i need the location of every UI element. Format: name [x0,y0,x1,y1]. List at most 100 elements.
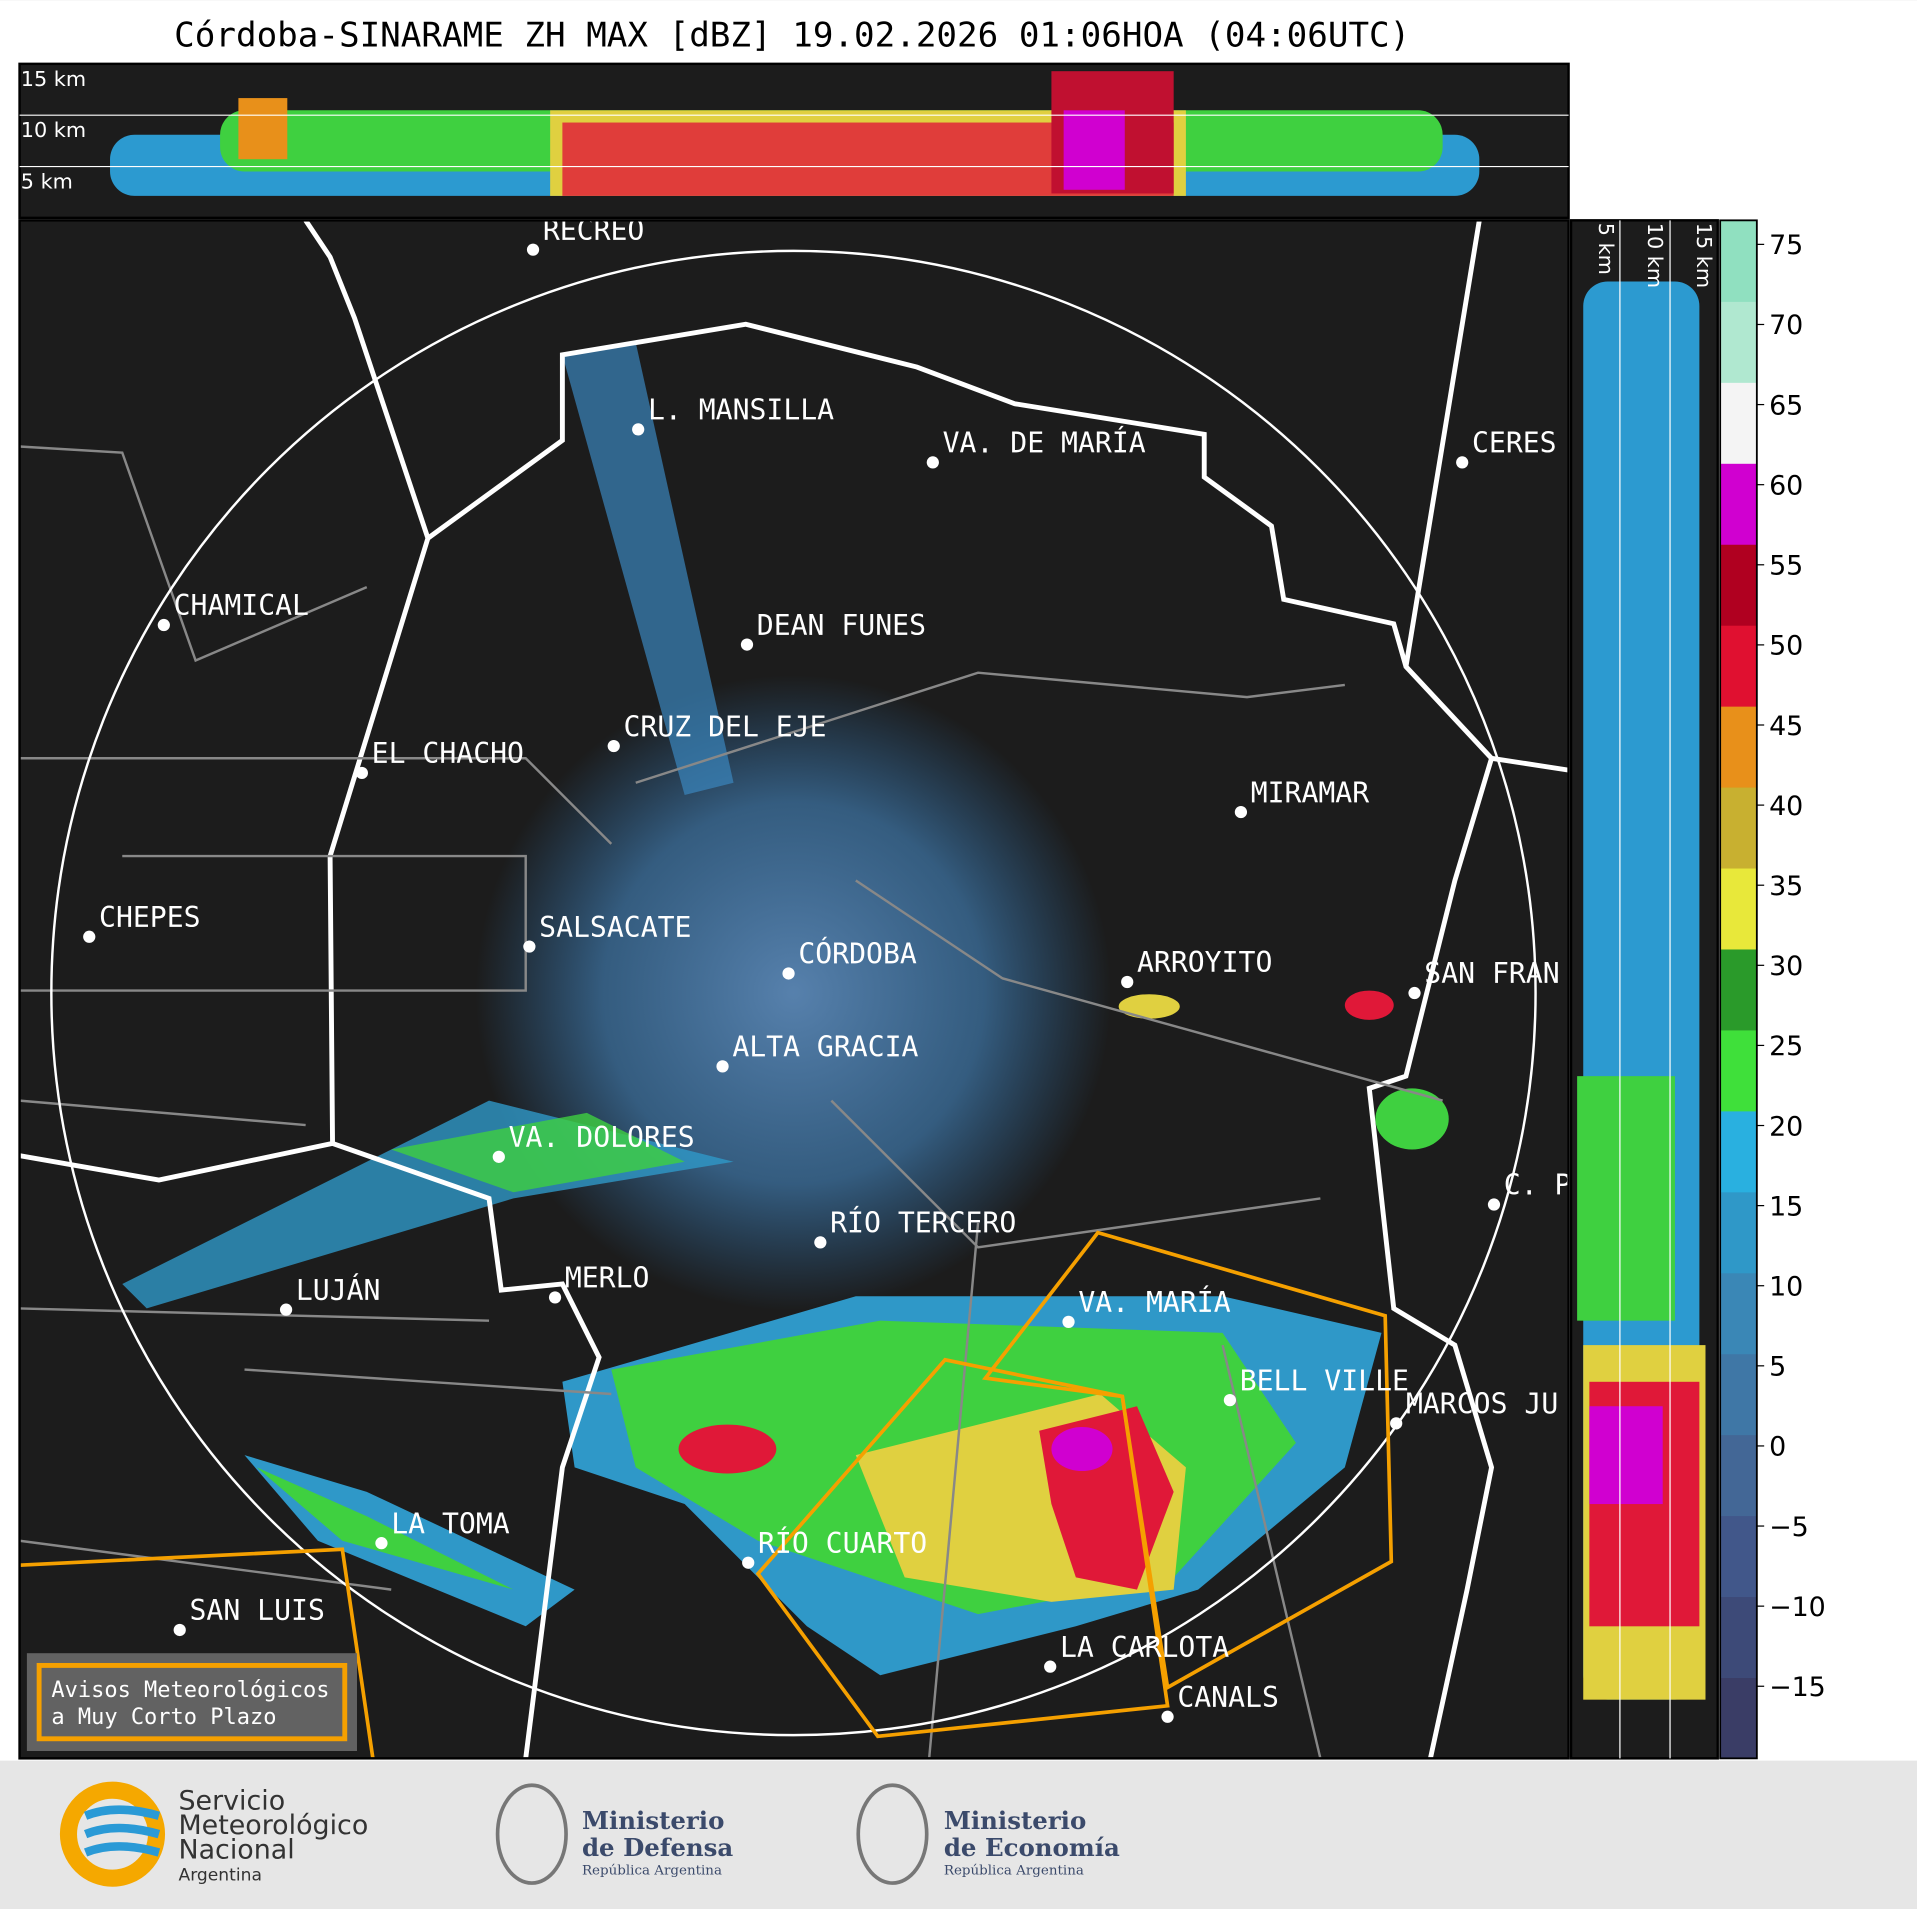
tick-label: 65 [1769,390,1803,421]
city-dot [1062,1315,1075,1328]
colorbar-segment [1720,625,1757,707]
title: Córdoba-SINARAME ZH MAX [dBZ] 19.02.2026… [174,16,1410,56]
colorbar-segment [1720,1515,1757,1598]
city-label: CRUZ DEL EJE [624,710,827,743]
city-dot [1390,1417,1403,1430]
colorbar-segment [1720,706,1757,788]
city-dot [526,243,540,256]
height-label: 10 km [1643,223,1667,288]
city-label: SAN FRAN [1424,957,1559,990]
logo-text: Argentina [178,1866,261,1886]
tick-label: 25 [1769,1031,1803,1062]
colorbar-segment [1720,867,1757,950]
warning-text: a Muy Corto Plazo [51,1705,276,1730]
city-dot [279,1303,293,1316]
height-label: 15 km [21,67,86,91]
tick-label: 55 [1769,551,1803,582]
city-dot [1161,1710,1174,1723]
logo-text: Meteorológico [178,1810,368,1841]
city-label: CERES [1472,427,1557,460]
tick-label: −5 [1769,1512,1809,1543]
city-label: ALTA GRACIA [732,1031,918,1064]
colorbar-segment [1720,1596,1757,1679]
city-label: RÍO CUARTO [758,1526,927,1560]
colorbar-segment [1720,1434,1757,1517]
colorbar-segment [1720,1353,1757,1436]
city-dot [926,456,939,469]
city-label: DEAN FUNES [757,609,926,642]
city-dot [716,1060,729,1073]
city-dot [1408,986,1421,1000]
city-dot [375,1537,388,1550]
logo-text: Nacional [178,1835,294,1866]
top-panel: 15 km 10 km 5 km [18,62,1570,220]
city-label: SAN LUIS [189,1594,324,1627]
height-label: 5 km [21,170,73,194]
city-label: BELL VILLE [1240,1364,1409,1397]
colorbar-segment [1720,544,1757,626]
city-label: VA. DOLORES [509,1121,695,1154]
city-dot [157,618,170,632]
warning-text: Avisos Meteorológicos [51,1678,329,1703]
city-label: CHEPES [99,901,201,934]
map-frame [18,219,1570,1760]
height-label: 15 km [1692,223,1716,288]
logo-text: de Defensa [582,1833,733,1862]
logo-economia: Ministerio de Economía República Argenti… [856,1783,1120,1885]
colorbar-frame [1719,219,1758,1760]
colorbar-segment [1720,382,1757,464]
city-label: MARCOS JU [1406,1388,1558,1421]
city-dot [742,1556,755,1569]
city-dot [355,766,368,780]
colorbar-segment [1720,1110,1757,1193]
warning-box[interactable]: Avisos Meteorológicos a Muy Corto Plazo [26,1653,357,1752]
city-label: CANALS [1177,1681,1279,1714]
side-panel: 5 km 10 km 15 km [1569,219,1719,1760]
city-dot [1456,456,1469,469]
logo-smn: Servicio Meteorológico Nacional Argentin… [59,1781,368,1887]
city-dot [173,1623,186,1637]
tick-label: 5 [1769,1352,1786,1383]
city-dot [814,1236,827,1249]
tick-label: −10 [1769,1592,1826,1623]
tick-label: 50 [1769,631,1803,662]
city-label: VA. MARÍA [1078,1285,1230,1319]
city-dot [632,423,645,436]
logo-text: de Economía [944,1833,1120,1862]
city-label: MERLO [565,1262,650,1295]
logo-text: Ministerio [944,1806,1086,1835]
tick-label: 35 [1769,871,1803,902]
map: RECREO L. MANSILLA VA. DE MARÍA CERES CHAMIC… [19,214,1572,1759]
tick-label: 20 [1769,1111,1803,1142]
colorbar-segment [1720,220,1757,302]
tick-label: 45 [1769,711,1803,742]
logo-text: República Argentina [582,1863,722,1878]
city-dot [523,940,536,953]
city-dot [740,638,754,651]
colorbar-segment [1720,301,1757,383]
height-label: 10 km [21,118,86,142]
city-dot [1121,975,1134,989]
city-dot [607,739,620,753]
tick-label: 40 [1769,791,1803,822]
tick-label: −15 [1769,1672,1826,1703]
tick-label: 30 [1769,951,1803,982]
colorbar-segment [1720,786,1757,869]
city-label: LA CARLOTA [1060,1631,1229,1664]
city-label: EL CHACHO [372,737,524,770]
city-label: C. P [1504,1169,1572,1202]
city-label: LUJÁN [296,1273,381,1307]
city-label: RECREO [543,214,645,247]
city-label: SALSACATE [539,911,691,944]
tick-label: 70 [1769,310,1803,341]
tick-label: 60 [1769,470,1803,501]
city-dot [1487,1198,1501,1211]
city-label: L. MANSILLA [648,394,834,427]
colorbar-segment [1720,1191,1757,1274]
city-label: CÓRDOBA [798,937,917,971]
city-label: RÍO TERCERO [830,1206,1016,1240]
tick-label: 75 [1769,230,1803,261]
colorbar-segment [1720,1677,1757,1759]
